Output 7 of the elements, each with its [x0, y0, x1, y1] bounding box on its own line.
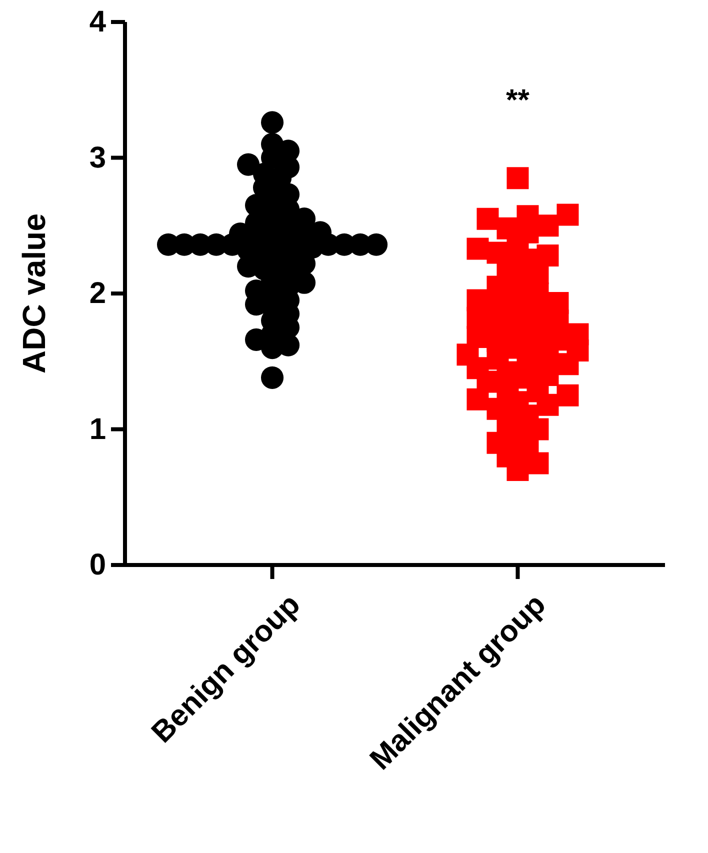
y-tick-label: 2 [89, 277, 106, 310]
y-tick-label: 1 [89, 412, 106, 446]
y-tick-label: 0 [89, 548, 106, 582]
y-tick-label: 4 [89, 6, 106, 39]
y-tick-label: 3 [89, 141, 106, 174]
annotation: ** [506, 84, 530, 117]
y-axis-title: ADC value [16, 213, 52, 374]
